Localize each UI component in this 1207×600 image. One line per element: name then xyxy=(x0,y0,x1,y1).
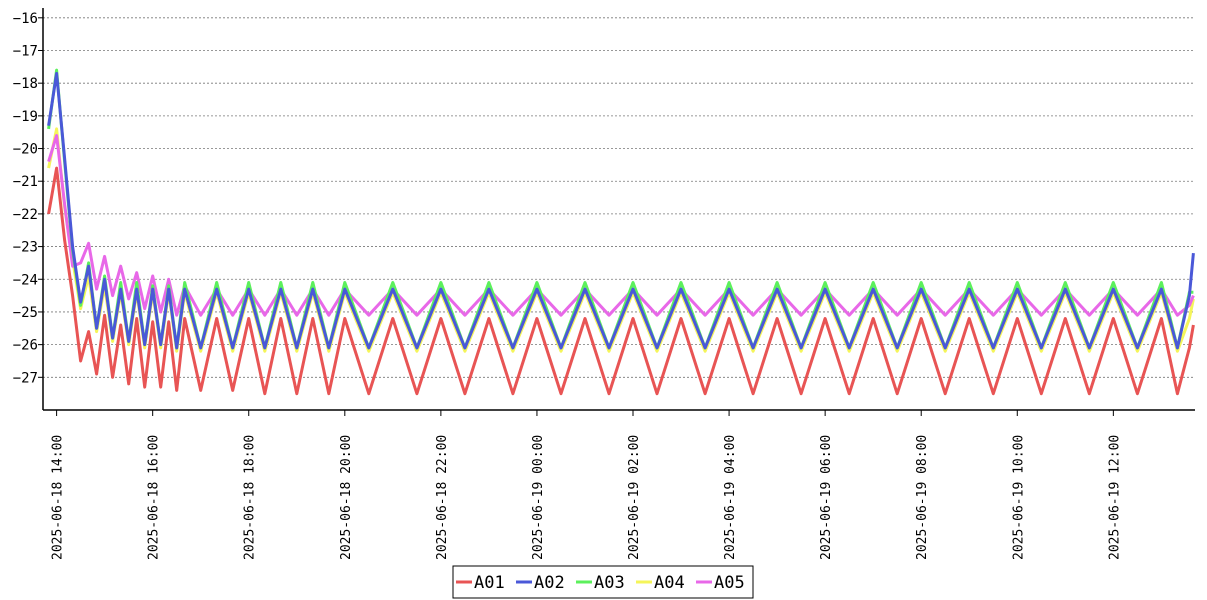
y-tick-label: −19 xyxy=(13,109,38,125)
series-line-a02 xyxy=(47,71,1195,350)
y-tick-label: −27 xyxy=(13,370,38,386)
legend: A01 A02 A03 A04 A05 xyxy=(452,565,754,599)
y-tick-label: −23 xyxy=(13,240,38,256)
axes xyxy=(42,8,1195,411)
y-tick-label: −21 xyxy=(13,174,38,190)
x-tick-label: 2025-06-19 02:00 xyxy=(627,435,642,560)
x-tick-label: 2025-06-18 22:00 xyxy=(435,435,450,560)
x-tick-label: 2025-06-19 00:00 xyxy=(531,435,546,560)
legend-label-a03: A03 xyxy=(594,573,625,593)
y-tick-label: −17 xyxy=(13,43,38,59)
y-tick-label: −24 xyxy=(13,272,38,288)
x-tick-label: 2025-06-19 10:00 xyxy=(1011,435,1026,560)
legend-label-a04: A04 xyxy=(654,573,685,593)
y-tick-label: −25 xyxy=(13,305,38,321)
y-tick-labels: −16 −17 −18 −19 −20 −21 −22 −23 −24 −25 −26 −27 xyxy=(13,11,43,386)
x-tick-label: 2025-06-19 12:00 xyxy=(1107,435,1122,560)
x-tick-labels: 2025-06-18 14:00 2025-06-18 16:00 2025-06-… xyxy=(51,410,1122,560)
x-tick-label: 2025-06-18 20:00 xyxy=(339,435,354,560)
x-tick-label: 2025-06-18 16:00 xyxy=(147,435,162,560)
y-tick-label: −22 xyxy=(13,207,38,223)
series-lines xyxy=(47,68,1195,396)
x-tick-label: 2025-06-18 18:00 xyxy=(243,435,258,560)
x-tick-label: 2025-06-19 06:00 xyxy=(819,435,834,560)
legend-label-a01: A01 xyxy=(474,573,505,593)
x-tick-label: 2025-06-19 04:00 xyxy=(723,435,738,560)
legend-label-a05: A05 xyxy=(714,573,745,593)
x-tick-label: 2025-06-19 08:00 xyxy=(915,435,930,560)
y-tick-label: −26 xyxy=(13,338,38,354)
x-tick-label: 2025-06-18 14:00 xyxy=(51,435,66,560)
legend-label-a02: A02 xyxy=(534,573,565,593)
series-line-a01 xyxy=(47,166,1195,396)
y-tick-label: −20 xyxy=(13,142,38,158)
y-tick-label: −18 xyxy=(13,76,38,92)
y-tick-label: −16 xyxy=(13,11,38,27)
series-line-a05 xyxy=(47,134,1195,317)
